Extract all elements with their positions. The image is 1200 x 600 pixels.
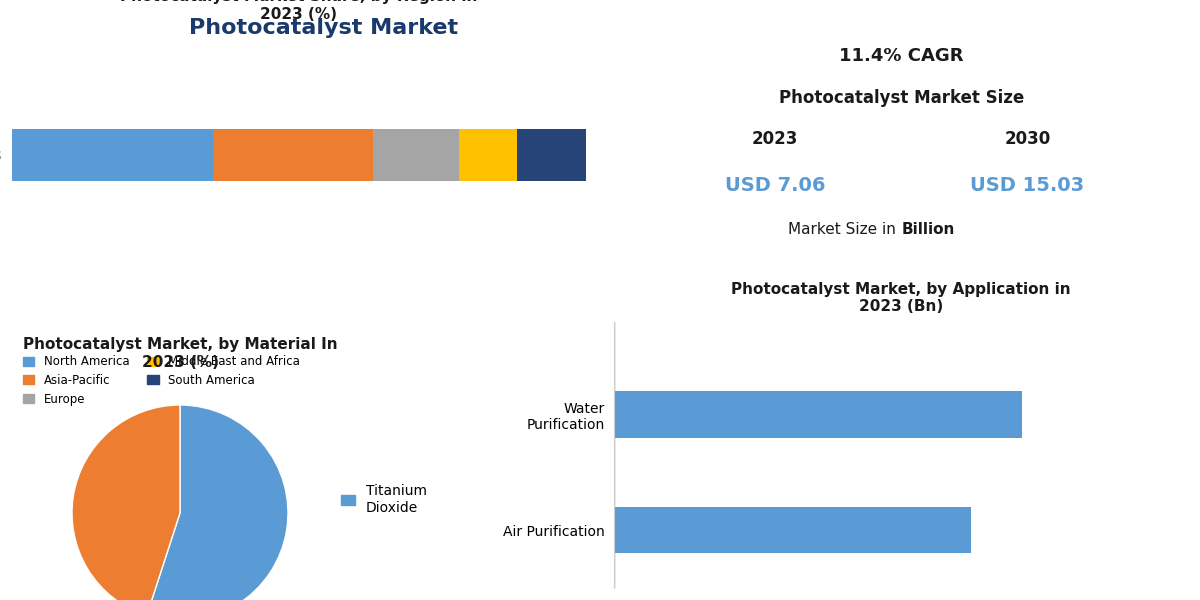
Text: Photocatalyst Market: Photocatalyst Market <box>190 18 458 38</box>
Text: 2030: 2030 <box>1004 130 1050 148</box>
Bar <box>12 129 212 181</box>
Bar <box>517 129 586 181</box>
Title: Photocatalyst Market, by Material In
2023 (%): Photocatalyst Market, by Material In 202… <box>23 337 337 370</box>
Text: 11.4% CAGR: 11.4% CAGR <box>839 47 964 65</box>
Wedge shape <box>146 405 288 600</box>
Bar <box>614 507 971 553</box>
Wedge shape <box>72 405 180 600</box>
Text: USD 15.03: USD 15.03 <box>971 176 1085 195</box>
Title: Photocatalyst Market Share, by Region in
2023 (%): Photocatalyst Market Share, by Region in… <box>120 0 478 22</box>
Bar <box>212 129 373 181</box>
Text: USD 7.06: USD 7.06 <box>725 176 826 195</box>
Text: Billion: Billion <box>901 222 954 237</box>
Bar <box>373 129 460 181</box>
Text: Market Size in: Market Size in <box>788 222 901 237</box>
Legend: North America, Asia-Pacific, Europe, Middle East and Africa, South America: North America, Asia-Pacific, Europe, Mid… <box>18 350 305 410</box>
Title: Photocatalyst Market, by Application in
2023 (Bn): Photocatalyst Market, by Application in … <box>731 281 1070 314</box>
Text: Photocatalyst Market Size: Photocatalyst Market Size <box>779 89 1024 107</box>
Bar <box>614 391 1022 437</box>
Text: 2023: 2023 <box>751 130 798 148</box>
Bar <box>460 129 517 181</box>
Legend: Titanium
Dioxide: Titanium Dioxide <box>336 479 432 520</box>
